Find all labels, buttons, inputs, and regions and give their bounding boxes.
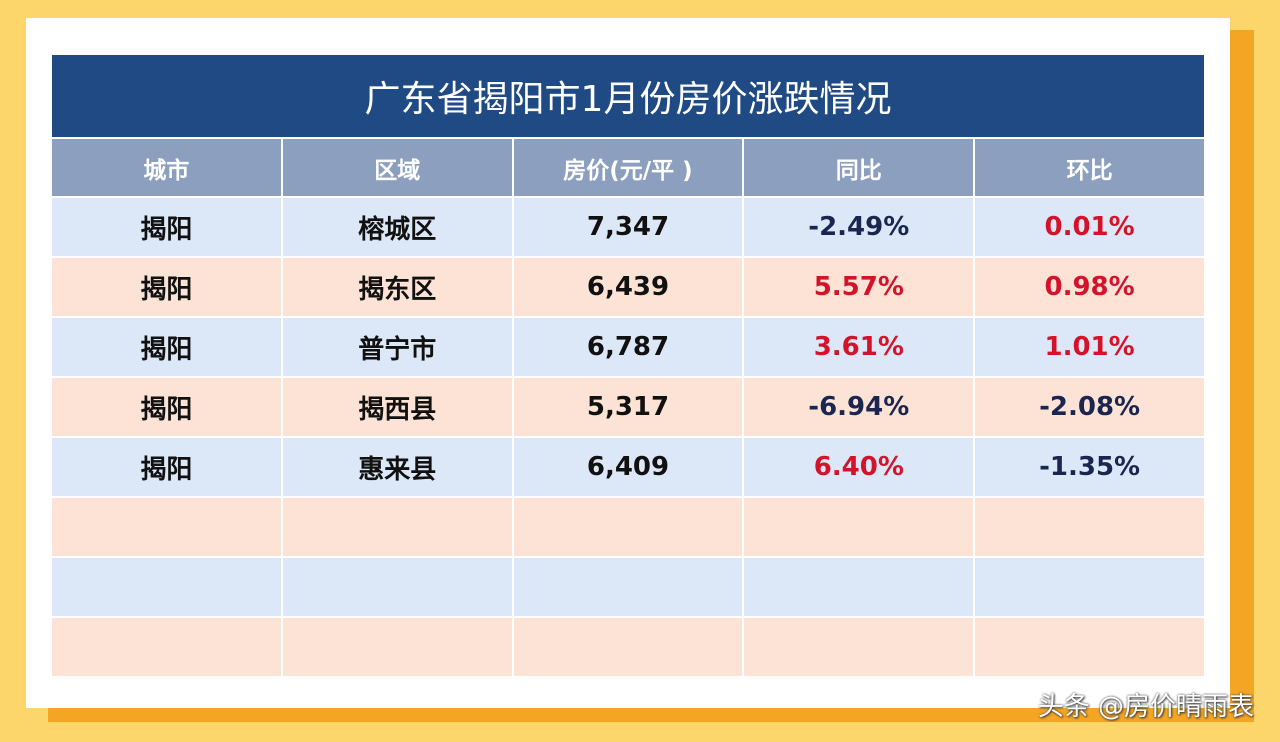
table-cell: 揭东区 — [282, 258, 512, 316]
column-header: 区域 — [282, 139, 512, 196]
column-header: 房价(元/平 ) — [513, 139, 743, 196]
table-cell: 揭阳 — [52, 258, 281, 316]
table-cell: 6,787 — [513, 318, 743, 376]
table-title: 广东省揭阳市1月份房价涨跌情况 — [52, 55, 1204, 137]
empty-cell — [513, 558, 743, 616]
table-cell: 6,409 — [513, 438, 743, 496]
empty-cell — [513, 498, 743, 556]
table-cell: 6.40% — [744, 438, 974, 496]
empty-cell — [744, 498, 974, 556]
table-cell: -2.08% — [975, 378, 1204, 436]
table-cell: -2.49% — [744, 198, 974, 256]
table-cell: 7,347 — [513, 198, 743, 256]
empty-cell — [744, 618, 974, 676]
table-cell: 揭阳 — [52, 438, 281, 496]
empty-cell — [975, 558, 1204, 616]
table-cell: 3.61% — [744, 318, 974, 376]
empty-cell — [975, 618, 1204, 676]
column-header: 同比 — [744, 139, 974, 196]
table-cell: 榕城区 — [282, 198, 512, 256]
table-cell: 1.01% — [975, 318, 1204, 376]
table-cell: 5.57% — [744, 258, 974, 316]
table-cell: 普宁市 — [282, 318, 512, 376]
watermark: 头条 @房价晴雨表 — [1037, 692, 1254, 722]
table-cell: 揭阳 — [52, 378, 281, 436]
price-table: 城市 区域 房价(元/平 ) 同比 环比 揭阳 榕城区 7,347 -2.49% 0.01% 揭阳揭… — [52, 139, 1204, 676]
column-header: 城市 — [52, 139, 281, 196]
table-cell: 0.01% — [975, 198, 1204, 256]
table-cell: 揭西县 — [282, 378, 512, 436]
table-cell: 揭阳 — [52, 198, 281, 256]
empty-cell — [282, 498, 512, 556]
table-cell: 5,317 — [513, 378, 743, 436]
table-cell: 惠来县 — [282, 438, 512, 496]
empty-cell — [282, 618, 512, 676]
empty-cell — [975, 498, 1204, 556]
empty-cell — [744, 558, 974, 616]
empty-cell — [282, 558, 512, 616]
table-cell: -1.35% — [975, 438, 1204, 496]
empty-cell — [52, 498, 281, 556]
empty-cell — [52, 558, 281, 616]
table-cell: 6,439 — [513, 258, 743, 316]
table-cell: -6.94% — [744, 378, 974, 436]
empty-cell — [52, 618, 281, 676]
column-header: 环比 — [975, 139, 1204, 196]
table-cell: 揭阳 — [52, 318, 281, 376]
empty-cell — [513, 618, 743, 676]
table-cell: 0.98% — [975, 258, 1204, 316]
